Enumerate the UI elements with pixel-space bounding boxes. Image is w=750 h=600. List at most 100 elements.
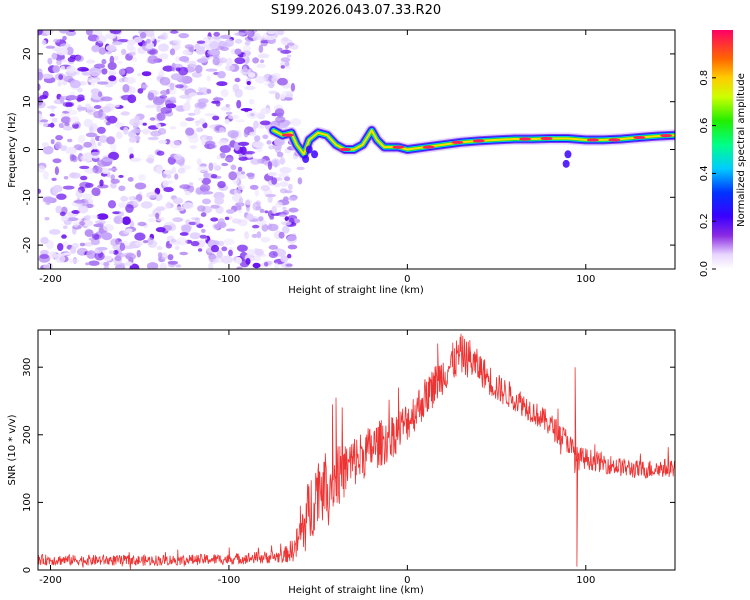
noise-speckle: [188, 47, 195, 53]
ridge-tail: [564, 150, 572, 159]
noise-speckle: [110, 178, 120, 184]
noise-speckle: [254, 75, 267, 84]
noise-speckle: [101, 167, 110, 174]
ridge-hotspot: [519, 137, 532, 141]
noise-speckle: [170, 238, 177, 243]
noise-speckle: [118, 211, 125, 217]
noise-speckle: [267, 39, 277, 44]
noise-speckle: [80, 155, 87, 161]
noise-speckle: [216, 250, 223, 259]
noise-speckle: [174, 206, 185, 212]
noise-speckle: [41, 39, 47, 46]
noise-speckle: [172, 100, 177, 104]
noise-speckle: [145, 104, 157, 109]
noise-speckle: [146, 157, 155, 163]
noise-speckle: [50, 139, 55, 145]
noise-speckle: [236, 266, 243, 269]
noise-speckle: [249, 184, 259, 190]
spectrogram-x-label: Height of straight line (km): [288, 285, 424, 296]
noise-speckle: [246, 213, 254, 220]
noise-speckle: [60, 43, 71, 48]
noise-speckle: [105, 115, 110, 121]
ridge-hotspot: [451, 140, 464, 144]
noise-speckle: [210, 174, 218, 179]
noise-speckle: [128, 196, 135, 201]
noise-speckle: [73, 199, 86, 204]
noise-speckle: [188, 60, 197, 68]
noise-speckle: [134, 241, 144, 246]
noise-speckle: [145, 41, 155, 50]
noise-speckle: [145, 38, 151, 44]
noise-speckle: [211, 100, 221, 104]
noise-speckle: [92, 165, 103, 174]
noise-speckle: [238, 197, 244, 205]
noise-speckle: [93, 63, 106, 69]
noise-speckle: [107, 200, 117, 209]
noise-speckle: [278, 231, 285, 239]
noise-speckle: [98, 91, 103, 98]
noise-speckle: [156, 150, 165, 156]
noise-speckle: [55, 205, 63, 214]
spectrogram-y-label: Frequency (Hz): [7, 112, 18, 188]
noise-speckle: [183, 202, 194, 210]
noise-speckle: [121, 94, 133, 101]
noise-speckle: [191, 71, 202, 78]
noise-speckle: [160, 90, 170, 96]
noise-speckle: [196, 127, 204, 133]
noise-speckle: [68, 258, 80, 264]
noise-speckle: [93, 105, 102, 109]
noise-speckle: [282, 225, 290, 234]
noise-speckle: [38, 188, 41, 194]
noise-speckle: [284, 190, 293, 194]
noise-speckle: [258, 53, 270, 59]
noise-speckle: [86, 30, 93, 36]
noise-speckle: [199, 234, 207, 239]
noise-speckle: [182, 102, 191, 112]
noise-speckle: [48, 251, 57, 259]
x-tick-label: 0: [404, 274, 410, 285]
noise-speckle: [260, 59, 265, 63]
noise-speckle: [201, 177, 211, 185]
noise-speckle: [147, 136, 159, 141]
noise-speckle: [243, 53, 248, 60]
noise-speckle: [124, 261, 133, 267]
noise-speckle: [206, 143, 216, 149]
noise-speckle: [206, 135, 213, 142]
noise-speckle: [78, 134, 86, 144]
noise-speckle: [40, 236, 49, 245]
noise-speckle: [116, 60, 123, 65]
noise-speckle: [210, 204, 220, 209]
noise-speckle: [188, 221, 197, 226]
noise-speckle: [288, 207, 299, 213]
noise-speckle: [91, 187, 101, 196]
colorbar-tick-label: 0.4: [699, 165, 710, 181]
noise-speckle: [86, 59, 96, 64]
noise-speckle: [125, 253, 136, 261]
noise-speckle: [88, 215, 99, 219]
ridge-hotspot: [338, 147, 351, 152]
noise-speckle: [108, 167, 118, 171]
noise-speckle: [198, 118, 206, 125]
noise-speckle: [271, 177, 278, 185]
noise-speckle: [218, 139, 228, 146]
noise-speckle: [119, 242, 126, 251]
noise-speckle: [60, 65, 66, 71]
noise-speckle: [75, 189, 83, 199]
noise-speckle: [219, 152, 226, 159]
ridge-hotspot: [422, 145, 435, 149]
noise-speckle: [61, 215, 69, 221]
noise-speckle: [276, 151, 284, 158]
noise-speckle: [38, 165, 46, 173]
noise-speckle: [268, 145, 274, 150]
noise-speckle: [237, 166, 243, 172]
noise-speckle: [217, 181, 226, 189]
noise-speckle: [225, 111, 233, 115]
snr-series-line: [38, 333, 675, 570]
noise-speckle: [189, 145, 198, 150]
noise-speckle: [96, 247, 108, 251]
noise-speckle: [256, 231, 262, 239]
y-tick-label: 10: [22, 95, 33, 108]
noise-speckle: [169, 48, 176, 56]
noise-speckle: [282, 206, 287, 210]
noise-speckle: [159, 76, 171, 86]
